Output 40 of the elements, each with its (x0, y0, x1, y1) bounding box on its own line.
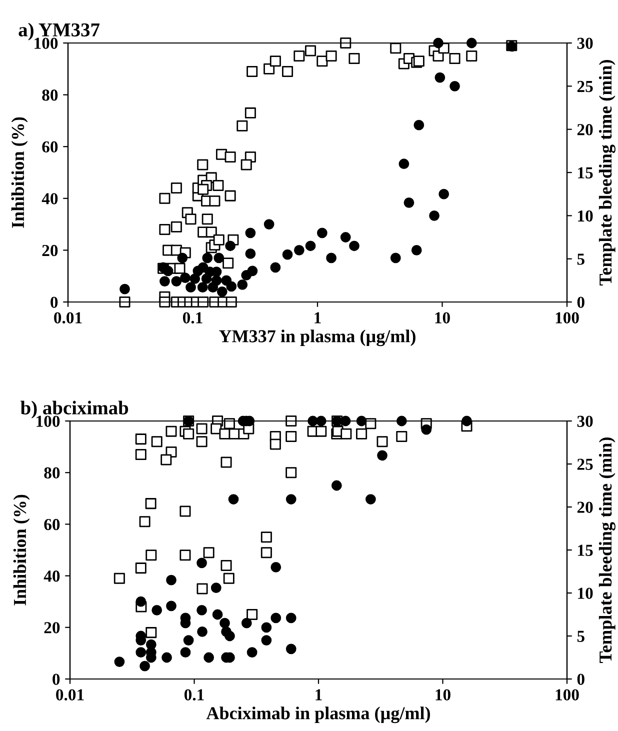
y-tick-label: 20 (44, 622, 60, 634)
y2-axis-title: Template bleeding time (min) (598, 60, 616, 286)
x-axis-title: YM337 in plasma (µg/ml) (219, 330, 416, 346)
y-tick-label: 80 (42, 90, 58, 101)
y2-tick-label: 25 (577, 80, 593, 92)
y-tick-label: 40 (44, 570, 60, 582)
y-axis-title: Inhibition (%) (13, 494, 30, 606)
y2-tick-label: 20 (577, 124, 593, 136)
y2-tick-label: 10 (578, 210, 593, 222)
x-tick-label: 0.01 (56, 689, 84, 701)
y2-tick-label: 5 (577, 254, 584, 265)
y2-tick-label: 5 (577, 630, 584, 642)
y-tick-label: 60 (42, 141, 58, 153)
y-tick-label: 80 (44, 467, 60, 479)
y-tick-label: 0 (50, 296, 58, 308)
y2-tick-label: 30 (577, 416, 593, 427)
y2-tick-label: 15 (578, 544, 593, 556)
x-tick-label: 10 (436, 689, 450, 700)
y2-tick-label: 15 (578, 167, 593, 178)
x-tick-label: 0.1 (182, 312, 202, 324)
y-tick-label: 0 (52, 674, 60, 685)
x-tick-label: 100 (556, 312, 579, 324)
y2-axis-title: Template bleeding time (min) (598, 438, 616, 663)
y2-tick-label: 25 (577, 458, 593, 470)
y-axis-title: Inhibition (%) (11, 117, 28, 228)
y2-tick-label: 10 (578, 588, 593, 599)
y-tick-label: 20 (42, 244, 58, 256)
y2-tick-label: 0 (577, 674, 584, 685)
y2-tick-label: 0 (577, 296, 584, 308)
x-tick-label: 0.01 (54, 312, 82, 324)
x-tick-label: 10 (435, 312, 450, 324)
x-axis-title: Abciximab in plasma (µg/ml) (206, 706, 430, 724)
y-tick-label: 40 (42, 193, 58, 204)
x-tick-label: 1 (314, 312, 321, 324)
y-tick-label: 60 (44, 518, 60, 530)
x-tick-label: 100 (556, 689, 579, 700)
y2-tick-label: 20 (577, 502, 593, 513)
x-tick-label: 1 (316, 689, 322, 700)
y2-tick-label: 30 (577, 38, 593, 49)
x-tick-label: 0.1 (184, 689, 204, 701)
